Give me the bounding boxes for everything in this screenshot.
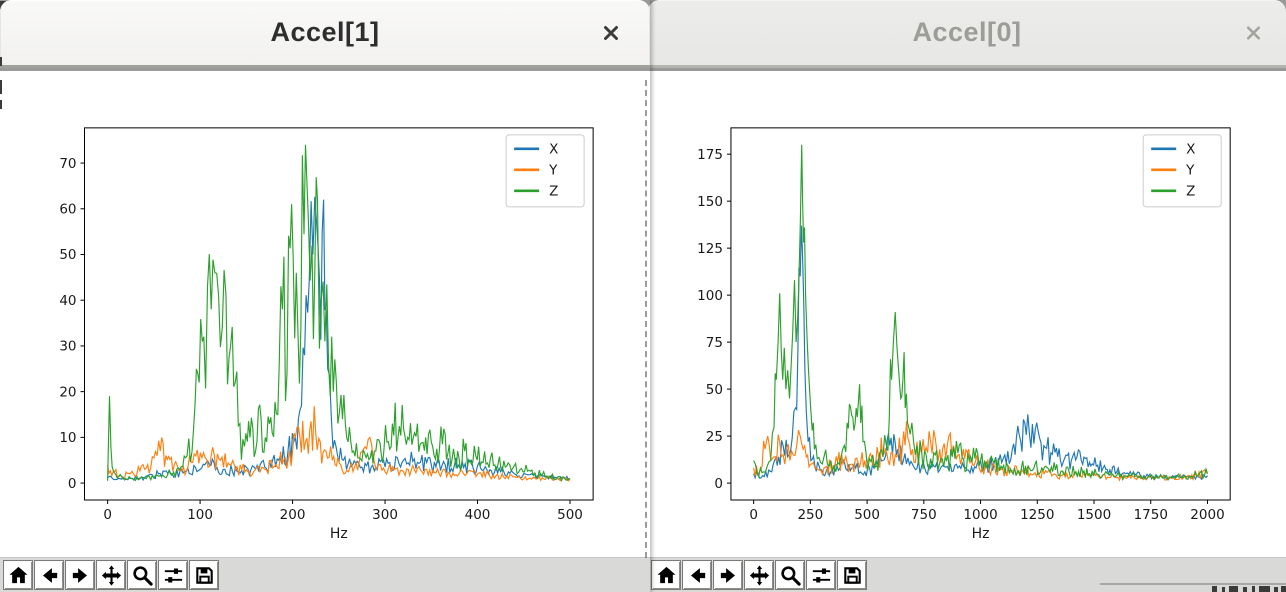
svg-text:2000: 2000 xyxy=(1190,507,1224,523)
configure-subplots-icon xyxy=(812,568,830,582)
clipped-window-fragment xyxy=(1252,586,1255,592)
save-button[interactable] xyxy=(189,560,219,590)
pan-button[interactable] xyxy=(96,560,126,590)
svg-text:Hz: Hz xyxy=(330,526,348,542)
forward-button[interactable] xyxy=(713,560,743,590)
window-edge-fragment xyxy=(645,80,647,558)
clipped-window-fragment xyxy=(1259,586,1270,592)
svg-text:1750: 1750 xyxy=(1134,507,1168,523)
save-icon xyxy=(195,566,213,584)
svg-text:1250: 1250 xyxy=(1020,507,1054,523)
home-icon xyxy=(8,566,28,583)
svg-text:100: 100 xyxy=(697,288,723,304)
navigation-toolbar xyxy=(0,557,650,592)
clipped-window-fragment xyxy=(1212,586,1217,592)
svg-text:125: 125 xyxy=(697,241,723,257)
svg-text:Hz: Hz xyxy=(972,526,990,542)
configure-subplots-button[interactable] xyxy=(806,560,836,590)
close-button[interactable] xyxy=(598,20,624,46)
svg-text:300: 300 xyxy=(372,507,398,523)
back-button[interactable] xyxy=(682,560,712,590)
clipped-window-fragment xyxy=(1274,587,1278,592)
home-button[interactable] xyxy=(3,560,33,590)
spectrum-chart-accel-1[interactable]: 0 100 200 300 400 500 0 10 20 30 40 50 60 70 Hz XYZ xyxy=(0,71,650,557)
svg-text:0: 0 xyxy=(103,507,112,523)
clipped-window-fragment xyxy=(0,57,2,66)
svg-text:0: 0 xyxy=(749,507,758,523)
home-button[interactable] xyxy=(651,560,681,590)
zoom-button[interactable] xyxy=(775,560,805,590)
svg-text:150: 150 xyxy=(697,194,723,210)
save-icon xyxy=(843,566,861,584)
figure-window-accel-0: Accel[0] 0 250 500 750 1000 1250 1500 1750 2000 0… xyxy=(648,0,1286,592)
forward-button[interactable] xyxy=(65,560,95,590)
svg-text:60: 60 xyxy=(59,201,76,217)
svg-text:1500: 1500 xyxy=(1077,507,1111,523)
svg-text:10: 10 xyxy=(59,430,76,446)
close-icon xyxy=(604,25,618,40)
svg-text:20: 20 xyxy=(59,384,76,400)
back-button[interactable] xyxy=(34,560,64,590)
svg-text:750: 750 xyxy=(911,507,937,523)
forward-icon xyxy=(72,567,87,583)
back-icon xyxy=(690,567,705,583)
svg-text:Z: Z xyxy=(1186,184,1195,200)
forward-icon xyxy=(720,567,735,583)
figure-canvas-area: 0 250 500 750 1000 1250 1500 1750 2000 0 25 50 75 100… xyxy=(648,71,1286,557)
svg-text:Y: Y xyxy=(1185,163,1195,179)
home-icon xyxy=(656,566,676,583)
svg-text:400: 400 xyxy=(465,507,491,523)
svg-text:50: 50 xyxy=(59,247,76,263)
svg-text:40: 40 xyxy=(59,293,76,309)
figure-window-accel-1: Accel[1] 0 100 200 300 400 500 0 10 20 30 40 50 60 70… xyxy=(0,0,650,592)
navigation-toolbar xyxy=(648,557,1286,592)
titlebar-accel-1[interactable]: Accel[1] xyxy=(0,0,650,68)
svg-text:0: 0 xyxy=(68,476,77,492)
svg-text:100: 100 xyxy=(187,507,213,523)
svg-text:30: 30 xyxy=(59,339,76,355)
zoom-icon xyxy=(132,565,153,586)
svg-text:75: 75 xyxy=(706,335,723,351)
figure-canvas-area: 0 100 200 300 400 500 0 10 20 30 40 50 60 70 Hz X Y Z xyxy=(0,71,650,557)
configure-subplots-button[interactable] xyxy=(158,560,188,590)
spectrum-chart-accel-0[interactable]: 0 250 500 750 1000 1250 1500 1750 2000 0 25 50 75 100… xyxy=(648,71,1286,557)
svg-text:70: 70 xyxy=(59,156,76,172)
window-title: Accel[0] xyxy=(912,17,1022,47)
pan-icon xyxy=(101,564,121,586)
close-icon xyxy=(1246,25,1261,40)
window-title: Accel[1] xyxy=(270,17,380,47)
clipped-window-fragment xyxy=(1229,586,1238,592)
svg-text:50: 50 xyxy=(706,382,723,398)
zoom-icon xyxy=(780,565,801,586)
svg-text:1000: 1000 xyxy=(963,507,997,523)
zoom-button[interactable] xyxy=(127,560,157,590)
save-button[interactable] xyxy=(837,560,867,590)
svg-text:Y: Y xyxy=(548,163,558,179)
svg-text:175: 175 xyxy=(697,147,723,163)
svg-text:500: 500 xyxy=(854,507,880,523)
svg-text:Z: Z xyxy=(549,184,558,200)
close-button[interactable] xyxy=(1241,20,1266,45)
clipped-window-fragment xyxy=(1281,586,1286,592)
svg-text:250: 250 xyxy=(797,507,823,523)
svg-text:X: X xyxy=(549,142,558,158)
pan-icon xyxy=(749,564,769,586)
clipped-window-fragment xyxy=(1222,587,1225,592)
clipped-window-fragment xyxy=(0,80,2,94)
pan-button[interactable] xyxy=(744,560,774,590)
clipped-window-fragment xyxy=(1243,587,1247,592)
svg-text:X: X xyxy=(1186,142,1195,158)
svg-text:25: 25 xyxy=(706,429,723,445)
svg-text:0: 0 xyxy=(714,476,723,492)
titlebar-accel-0[interactable]: Accel[0] xyxy=(648,0,1286,68)
back-icon xyxy=(42,567,57,583)
configure-subplots-icon xyxy=(164,568,182,582)
svg-text:500: 500 xyxy=(557,507,583,523)
clipped-window-edge xyxy=(1100,583,1286,585)
clipped-window-fragment xyxy=(0,100,2,109)
svg-text:200: 200 xyxy=(280,507,306,523)
